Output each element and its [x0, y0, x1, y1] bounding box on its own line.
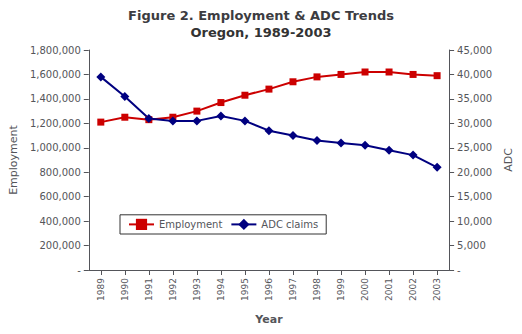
svg-text:1,400,000: 1,400,000: [30, 93, 81, 104]
svg-text:35,000: 35,000: [457, 93, 492, 104]
svg-text:ADC: ADC: [502, 148, 515, 172]
svg-text:15,000: 15,000: [457, 191, 492, 202]
svg-text:20,000: 20,000: [457, 167, 492, 178]
svg-text:1990: 1990: [120, 278, 130, 301]
svg-text:2003: 2003: [432, 278, 442, 301]
svg-text:2001: 2001: [384, 278, 394, 301]
svg-text:5,000: 5,000: [457, 240, 486, 251]
svg-text:40,000: 40,000: [457, 69, 492, 80]
svg-text:600,000: 600,000: [39, 191, 80, 202]
svg-text:400,000: 400,000: [39, 216, 80, 227]
svg-text:1989: 1989: [96, 278, 106, 301]
svg-text:2000: 2000: [360, 278, 370, 301]
svg-text:1997: 1997: [288, 278, 298, 301]
svg-text:Figure 2. Employment & ADC Tre: Figure 2. Employment & ADC Trends: [128, 8, 394, 23]
svg-text:200,000: 200,000: [39, 240, 80, 251]
svg-text:1,200,000: 1,200,000: [30, 118, 81, 129]
svg-text:Oregon, 1989-2003: Oregon, 1989-2003: [191, 25, 332, 40]
svg-text:800,000: 800,000: [39, 167, 80, 178]
svg-text:45,000: 45,000: [457, 45, 492, 56]
svg-text:25,000: 25,000: [457, 142, 492, 153]
svg-text:Employment: Employment: [159, 219, 222, 230]
svg-text:1993: 1993: [192, 278, 202, 301]
svg-text:1991: 1991: [144, 278, 154, 301]
svg-text:1,600,000: 1,600,000: [30, 69, 81, 80]
svg-text:30,000: 30,000: [457, 118, 492, 129]
svg-text:1995: 1995: [240, 278, 250, 301]
svg-text:-: -: [77, 265, 81, 276]
svg-text:Employment: Employment: [7, 124, 20, 194]
svg-text:-: -: [457, 265, 461, 276]
svg-text:1,000,000: 1,000,000: [30, 142, 81, 153]
svg-text:1,800,000: 1,800,000: [30, 45, 81, 56]
svg-text:Year: Year: [254, 313, 283, 326]
svg-text:1998: 1998: [312, 278, 322, 301]
svg-text:1996: 1996: [264, 278, 274, 301]
svg-text:ADC claims: ADC claims: [261, 219, 318, 230]
svg-text:2002: 2002: [408, 278, 418, 301]
svg-text:1992: 1992: [168, 278, 178, 301]
svg-text:1994: 1994: [216, 278, 226, 301]
svg-text:1999: 1999: [336, 278, 346, 301]
svg-text:10,000: 10,000: [457, 216, 492, 227]
